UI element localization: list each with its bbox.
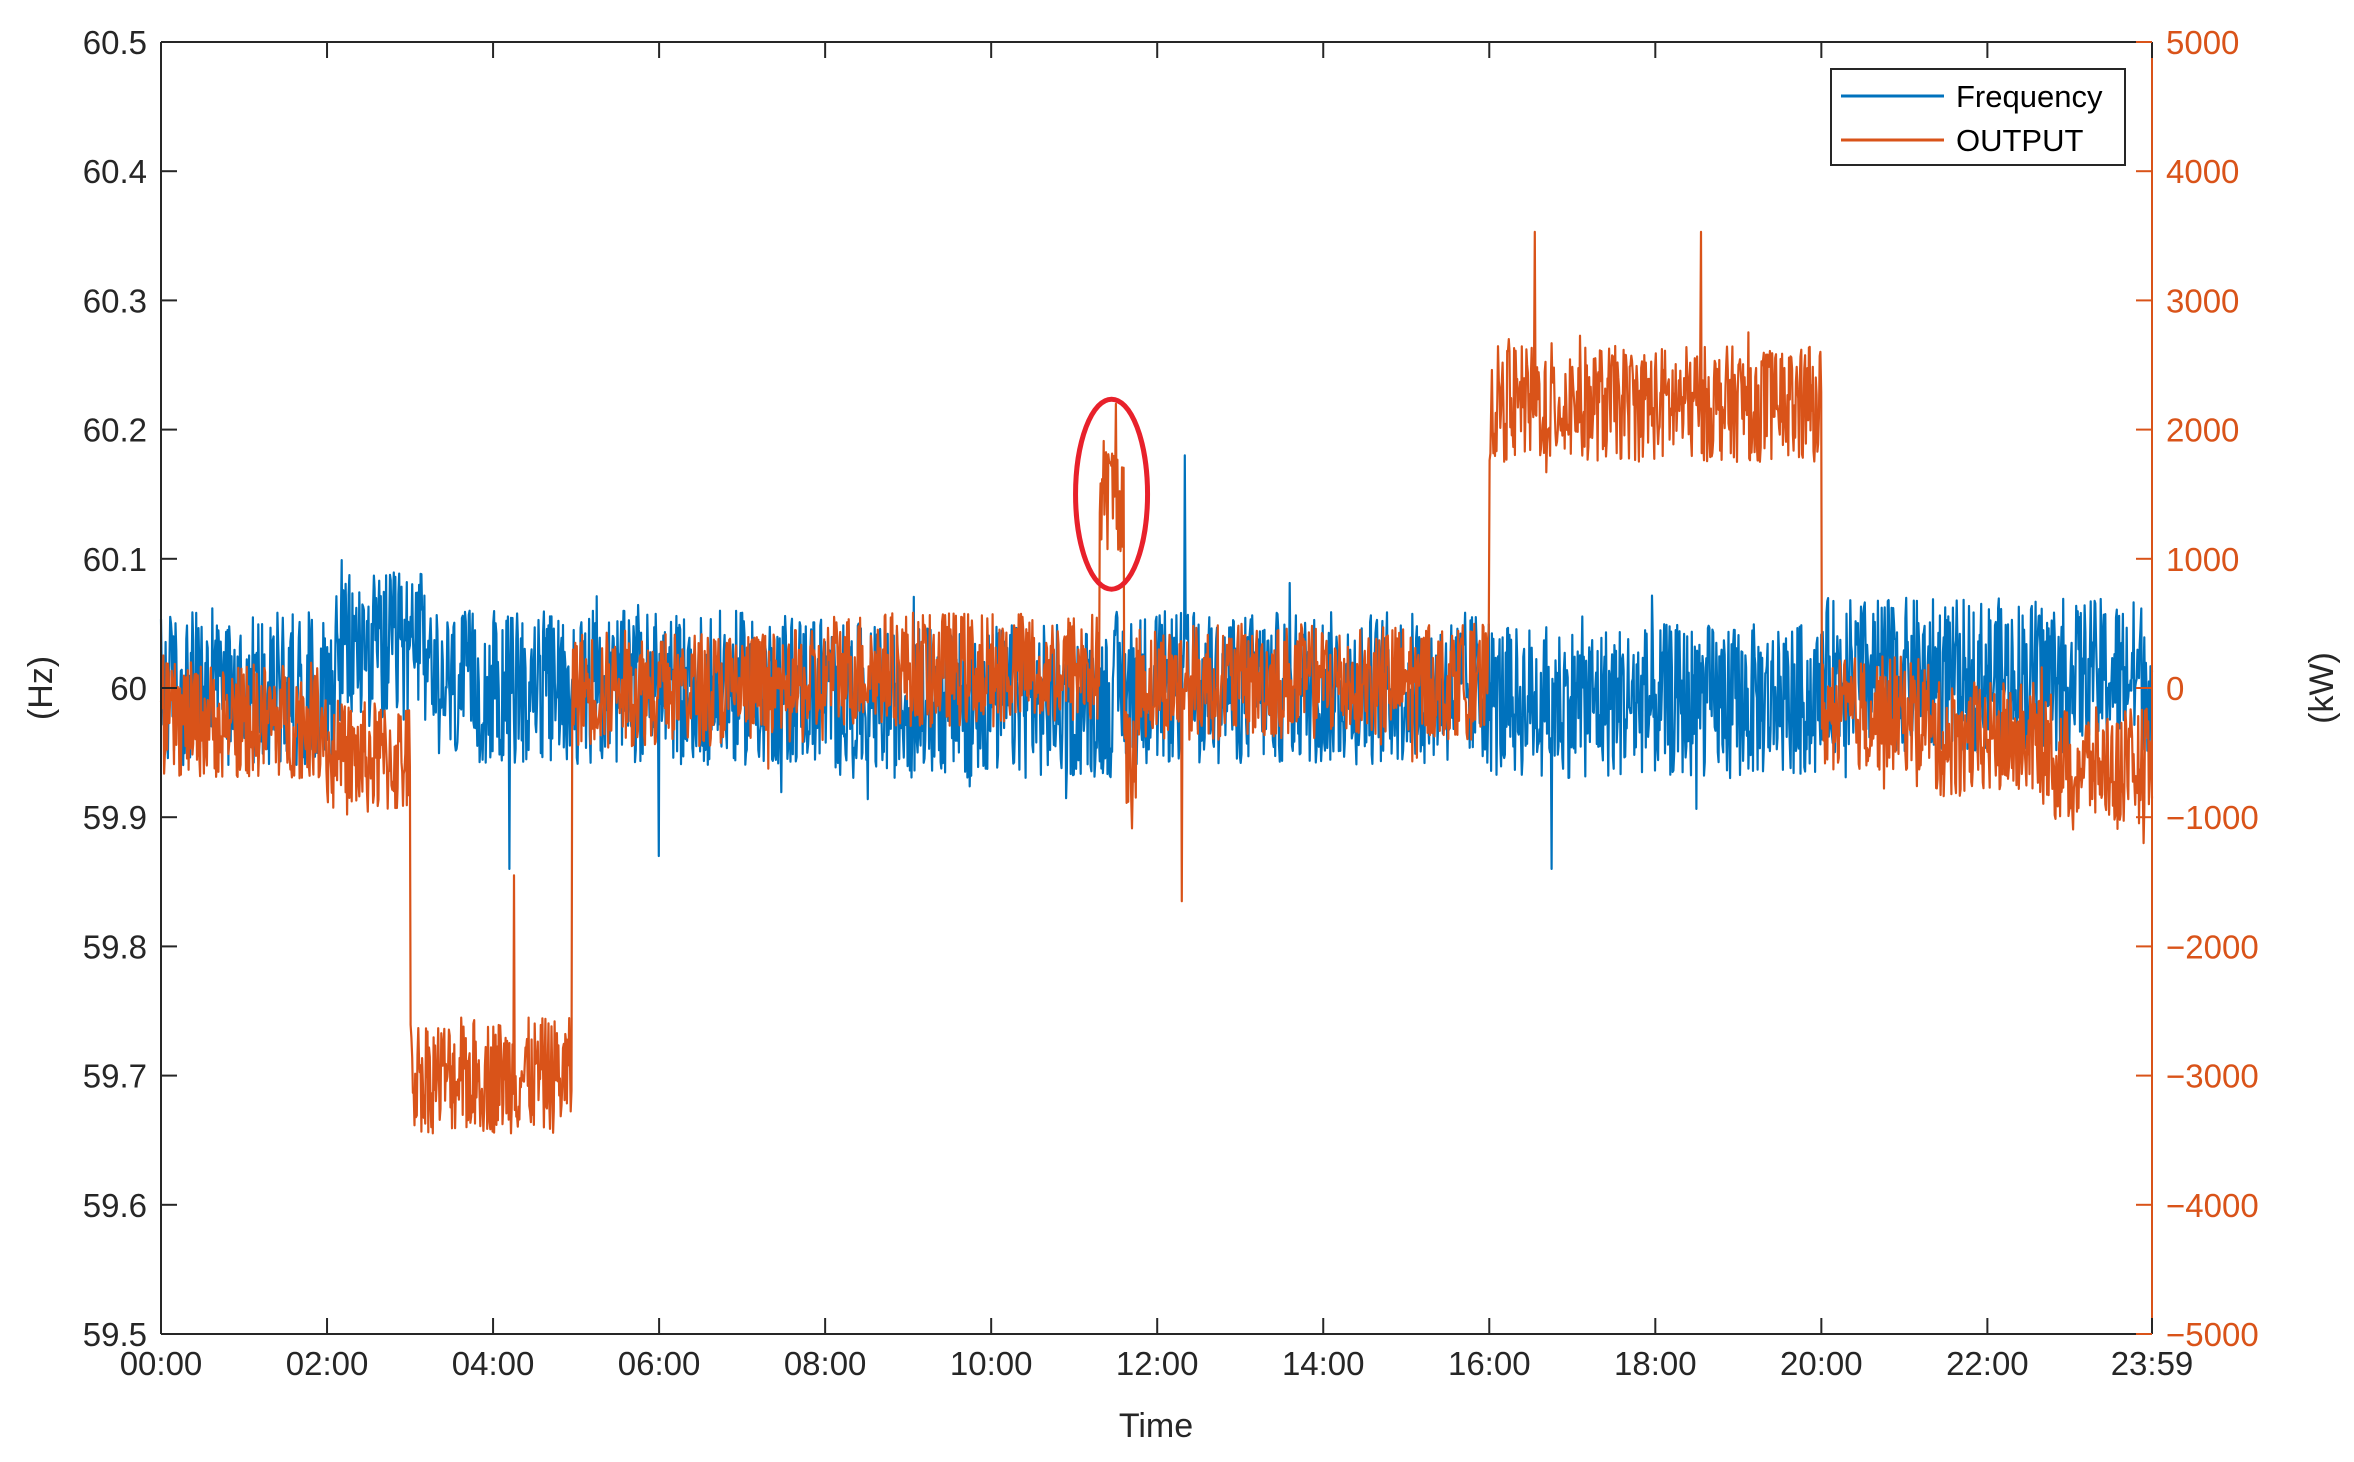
y-tick-label-right: −1000 [2166,799,2259,836]
x-tick-label: 12:00 [1116,1345,1199,1382]
series-line-output [159,230,2154,1135]
x-tick-label: 20:00 [1780,1345,1863,1382]
series-line-frequency [159,454,2154,871]
y-tick-label-left: 59.9 [83,799,147,836]
ticks-layer: 00:00 02:00 04:00 06:00 08:00 10:00 12:00 14:00… [83,24,2259,1382]
x-tick-label: 14:00 [1282,1345,1365,1382]
y-tick-label-right: −2000 [2166,928,2259,965]
x-tick-label: 00:00 [120,1345,203,1382]
y-tick-label-left: 60.1 [83,541,147,578]
y-tick-label-left: 60.5 [83,24,147,61]
y-tick-label-right: −4000 [2166,1187,2259,1224]
x-axis-label: Time [1119,1407,1193,1445]
x-tick-label: 06:00 [618,1345,701,1382]
x-tick-label: 02:00 [286,1345,369,1382]
y-tick-label-left: 59.7 [83,1058,147,1095]
x-tick-label: 10:00 [950,1345,1033,1382]
y-axis-right-label: (kW) [2303,652,2341,724]
y-tick-label-left: 59.6 [83,1187,147,1224]
annotation-layer [1073,396,1151,592]
y-tick-label-right: −3000 [2166,1058,2259,1095]
y-tick-label-right: 2000 [2166,412,2239,449]
y-tick-label-left: 60.2 [83,412,147,449]
x-tick-label: 23:59 [2111,1345,2194,1382]
y-tick-label-left: 59.8 [83,928,147,965]
y-tick-label-right: 0 [2166,670,2184,707]
x-tick-label: 08:00 [784,1345,867,1382]
x-tick-label: 04:00 [452,1345,535,1382]
legend-box [1830,68,2126,166]
y-tick-label-left: 60.4 [83,153,147,190]
y-tick-label-right: −5000 [2166,1316,2259,1353]
legend: Frequency OUTPUT [1830,68,2126,166]
x-tick-label: 18:00 [1614,1345,1697,1382]
y-axis-left-label: (Hz) [22,656,60,720]
y-tick-label-left: 60 [110,670,147,707]
series-layer [159,230,2154,1135]
x-tick-label: 16:00 [1448,1345,1531,1382]
highlight-ellipse [1073,396,1151,592]
y-tick-label-right: 1000 [2166,541,2239,578]
y-tick-label-right: 4000 [2166,153,2239,190]
y-tick-label-right: 3000 [2166,282,2239,319]
legend-label-output: OUTPUT [1956,123,2084,158]
legend-label-frequency: Frequency [1956,79,2103,114]
y-tick-label-right: 5000 [2166,24,2239,61]
y-tick-label-left: 59.5 [83,1316,147,1353]
x-tick-label: 22:00 [1946,1345,2029,1382]
y-tick-label-left: 60.3 [83,282,147,319]
